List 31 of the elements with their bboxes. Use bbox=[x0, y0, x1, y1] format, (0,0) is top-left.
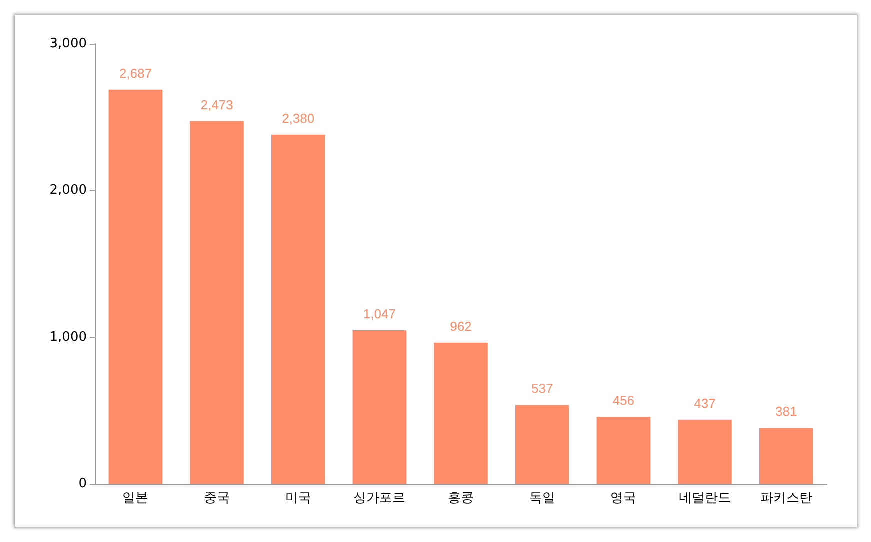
bar bbox=[596, 417, 651, 484]
bar bbox=[271, 134, 326, 484]
y-tick-label: 2,000 bbox=[50, 183, 87, 198]
bar bbox=[678, 420, 732, 484]
x-tick-label: 일본 bbox=[122, 491, 149, 506]
x-tick-label: 영국 bbox=[610, 491, 637, 506]
data-label: 2,687 bbox=[119, 66, 152, 81]
x-tick-label: 홍콩 bbox=[448, 491, 474, 506]
data-label: 1,047 bbox=[363, 306, 396, 322]
data-label: 2,380 bbox=[282, 110, 315, 126]
data-label: 2,473 bbox=[200, 97, 234, 112]
x-tick-label: 파키스탄 bbox=[760, 491, 812, 506]
y-tick-label: 3,000 bbox=[50, 36, 87, 52]
data-label: 437 bbox=[694, 396, 716, 411]
x-tick-label: 중국 bbox=[204, 491, 230, 506]
x-tick-label: 미국 bbox=[285, 491, 312, 506]
data-label: 381 bbox=[775, 404, 798, 420]
x-tick-label: 네덜란드 bbox=[679, 491, 731, 506]
data-label: 537 bbox=[531, 381, 554, 396]
data-label: 456 bbox=[612, 393, 635, 408]
bar bbox=[515, 405, 570, 484]
y-tick-label: 1,000 bbox=[50, 330, 87, 345]
bar bbox=[759, 428, 814, 484]
data-label: 962 bbox=[450, 318, 472, 334]
y-tick-label: 0 bbox=[78, 476, 87, 492]
x-tick-label: 싱가포르 bbox=[354, 491, 406, 506]
bar bbox=[190, 121, 244, 484]
x-tick-label: 독일 bbox=[529, 491, 556, 506]
bar bbox=[352, 330, 407, 484]
bar bbox=[108, 90, 163, 484]
bar bbox=[434, 342, 488, 484]
